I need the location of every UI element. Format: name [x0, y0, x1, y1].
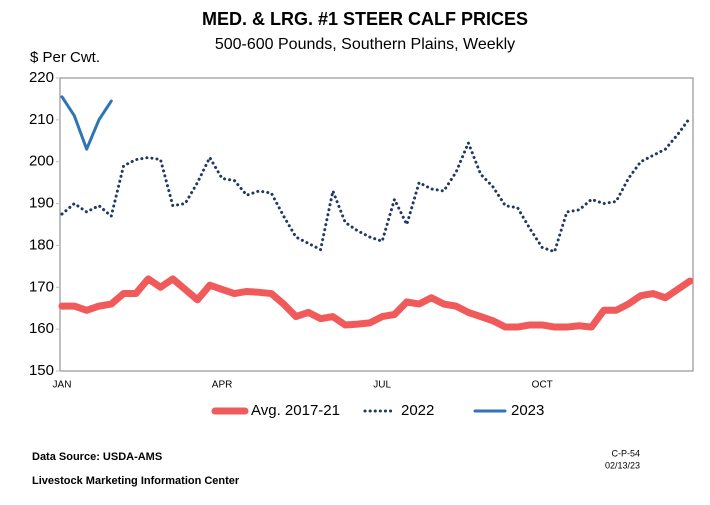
- chart-subtitle: 500-600 Pounds, Southern Plains, Weekly: [215, 36, 515, 53]
- org: Livestock Marketing Information Center: [32, 475, 240, 487]
- series-line: [60, 95, 113, 151]
- y-tick-label: 160: [29, 320, 54, 337]
- chart-title: MED. & LRG. #1 STEER CALF PRICES: [202, 9, 528, 29]
- x-tick-label: APR: [212, 380, 233, 391]
- y-tick-label: 190: [29, 195, 54, 212]
- legend-label: 2022: [401, 402, 434, 419]
- y-tick-label: 150: [29, 362, 54, 379]
- series-line: [60, 116, 692, 254]
- y-tick-label: 170: [29, 278, 54, 295]
- chart-code: C-P-54: [611, 448, 640, 458]
- y-tick-label: 210: [29, 111, 54, 128]
- y-axis-label: $ Per Cwt.: [30, 49, 100, 66]
- y-tick-label: 200: [29, 153, 54, 170]
- series-line: [58, 275, 694, 331]
- chart-date: 02/13/23: [605, 460, 640, 470]
- legend-label: Avg. 2017-21: [251, 402, 340, 419]
- x-tick-label: OCT: [532, 380, 553, 391]
- plot-frame: [59, 77, 694, 372]
- y-tick-label: 180: [29, 236, 54, 253]
- source: Data Source: USDA-AMS: [32, 451, 162, 463]
- x-tick-label: JUL: [373, 380, 391, 391]
- legend-label: 2023: [511, 402, 544, 419]
- y-tick-label: 220: [29, 69, 54, 86]
- x-tick-label: JAN: [53, 380, 72, 391]
